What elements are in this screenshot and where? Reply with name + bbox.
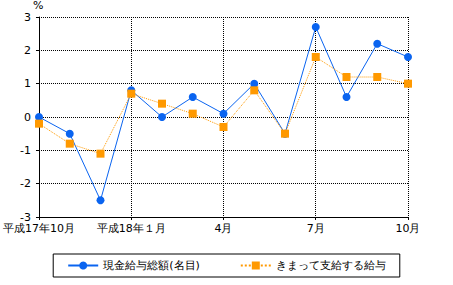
svg-text:3: 3 [24, 11, 31, 24]
svg-text:現金給与総額(名目): 現金給与総額(名目) [103, 259, 200, 272]
svg-text:7月: 7月 [307, 222, 325, 235]
svg-text:2: 2 [24, 44, 31, 57]
svg-text:4月: 4月 [214, 222, 232, 235]
svg-text:%: % [33, 0, 43, 12]
svg-text:-1: -1 [20, 144, 31, 157]
svg-text:平成18年１月: 平成18年１月 [97, 222, 166, 235]
svg-text:1: 1 [24, 77, 31, 90]
svg-text:きまって支給する給与: きまって支給する給与 [276, 259, 386, 272]
svg-text:平成17年10月: 平成17年10月 [3, 222, 75, 235]
svg-text:10月: 10月 [396, 222, 421, 235]
svg-text:-2: -2 [20, 177, 31, 190]
svg-text:0: 0 [24, 111, 31, 124]
svg-text:-3: -3 [20, 210, 31, 224]
